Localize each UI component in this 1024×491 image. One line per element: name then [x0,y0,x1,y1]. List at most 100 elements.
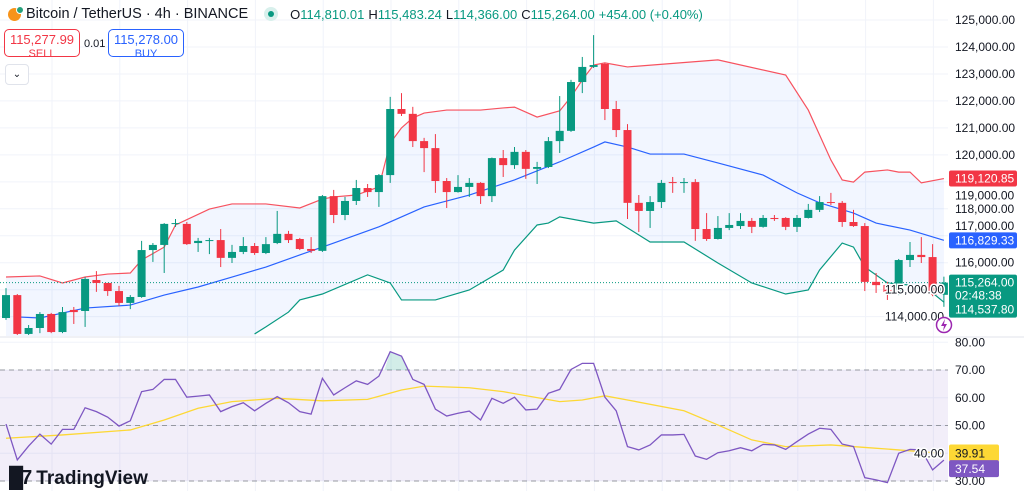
sell-label: SELL [28,48,56,60]
lightning-icon[interactable] [935,316,953,334]
candle-body [815,202,824,210]
candle-body [928,257,937,295]
candle-body [284,233,293,241]
ohlc-open: O114,810.01 [290,6,365,22]
bollinger-basis-line [17,141,945,319]
candle-body [804,209,813,218]
candle-bullish [815,196,824,213]
candle-body [906,254,914,261]
ohlc-low: L114,366.00 [445,6,518,22]
candle-body [273,233,282,244]
candle-bearish [883,281,892,300]
market-status-icon[interactable] [264,7,279,21]
tradingview-logo[interactable]: █7 TradingView [9,467,148,489]
candle-bearish [623,124,632,220]
candle-body [759,217,768,227]
price-tick-label: 119,000.00 [955,189,1014,203]
candle-bearish [668,176,677,193]
candle-body [872,281,881,286]
candle-body [894,260,903,292]
candle-bearish [917,237,926,263]
rsi-pane[interactable] [0,350,948,484]
candle-bullish [171,219,180,227]
price-tick-label: 120,000.00 [955,148,1015,162]
candle-body [115,291,123,303]
candle-bullish [894,258,903,296]
spread-value: 0.01 [84,38,106,50]
candle-bullish [725,213,734,231]
candle-body [646,202,655,211]
price-axis[interactable]: 125,000.00 124,000.00 123,000.00 122,000.00… [883,13,1017,488]
candle-bullish [736,213,745,230]
candle-body [476,182,485,197]
candle-body [454,186,462,193]
rsi-ma-value: 39.91 [955,446,985,460]
candle-bearish [872,272,881,293]
candle-bullish [680,178,688,193]
candle-body [567,82,575,131]
candle-bullish [555,96,564,153]
candle-body [194,240,203,244]
candle-body [81,278,90,312]
candle-body [250,246,259,254]
candle-bearish [329,189,338,224]
chevron-down-icon[interactable]: ⌄ [5,64,29,85]
candle-bearish [115,285,123,306]
candle-body [374,175,383,193]
candle-body [668,182,677,184]
candle-body [600,63,609,110]
candle-body [137,250,146,297]
candle-body [487,158,496,197]
candle-bearish [702,213,711,241]
candle-body [13,295,22,334]
candle-bearish [284,230,293,244]
candle-bearish [216,229,225,268]
price-tick-label: 117,000.00 [955,219,1014,233]
candle-bearish [849,209,858,227]
candle-bearish [612,100,621,138]
candle-bullish [81,277,90,327]
rsi-overbought-fill [384,351,409,370]
candle-bearish [420,137,429,173]
candle-body [793,217,801,227]
candle-body [386,109,395,176]
candle-bearish [691,179,700,241]
price-tick-label: 121,000.00 [955,121,1015,135]
rsi-tick-label: 30.00 [955,474,985,488]
candle-bullish [533,161,542,184]
buy-price: 115,278.00 [113,32,179,47]
candle-body [838,202,847,223]
candle-bullish [759,214,768,228]
candle-bullish [261,237,270,255]
candle-bullish [713,216,722,240]
candle-bullish [273,210,282,245]
candle-bearish [295,237,304,251]
sell-button[interactable]: 115,277.99 SELL [4,29,80,60]
candle-bullish [160,223,169,273]
candle-bearish [363,183,372,197]
candle-bearish [600,62,609,121]
candle-bullish [137,240,146,298]
price-tick-label: 122,000.00 [955,94,1015,108]
candle-body [24,327,33,334]
rsi-tick-label: 70.00 [955,363,985,377]
candle-body [239,246,248,252]
candle-bearish [92,271,101,292]
candle-bullish [341,196,349,221]
candle-bullish [194,237,203,252]
candle-body [341,200,349,215]
price-badge [949,170,1017,187]
rsi-value: 37.54 [955,462,985,476]
candle-bullish [228,244,236,263]
symbol-title[interactable]: Bitcoin / TetherUS · 4h · BINANCE [26,6,249,22]
bar-countdown: 02:48:38 [955,289,1002,303]
price-change: +454.00 (+0.40%) [598,6,703,22]
candle-body [35,313,44,328]
price-pane[interactable] [0,35,948,340]
candle-bearish [103,282,112,296]
candle-body [544,141,553,167]
candle-bullish [906,241,914,268]
buy-button[interactable]: 115,278.00 BUY [108,29,184,60]
candle-body [657,182,666,203]
